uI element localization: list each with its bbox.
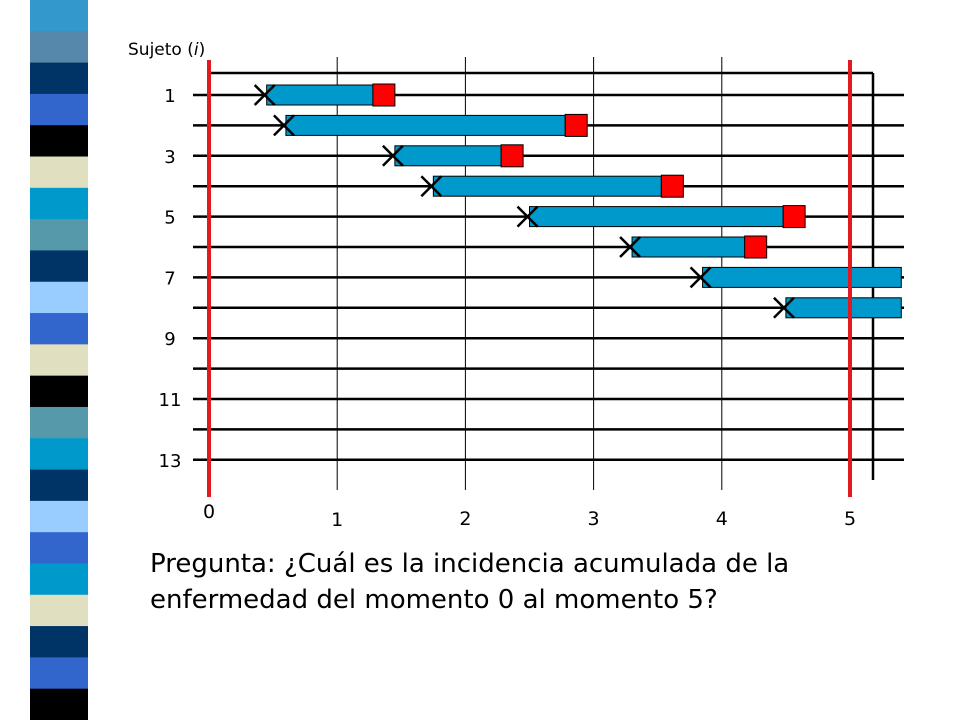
entry-marker: [773, 296, 795, 319]
event-box: [372, 83, 396, 107]
stripe-segment: [30, 219, 90, 252]
entry-marker: [689, 266, 712, 289]
stripe-segment: [30, 532, 90, 565]
stripe-segment: [30, 313, 90, 346]
stripe-segment: [30, 500, 90, 534]
decorative-stripe: [30, 0, 110, 720]
y-axis-title: Sujeto (i): [128, 40, 205, 60]
entry-marker: [516, 205, 539, 228]
stripe-segment: [30, 594, 90, 628]
stripe-segment: [30, 93, 90, 127]
row-label: 7: [164, 268, 175, 289]
follow-up-bar: [266, 84, 374, 106]
row-label: 11: [159, 390, 182, 411]
stripe-segment: [30, 438, 90, 471]
question-line-2: enfermedad del momento 0 al momento 5?: [150, 585, 718, 615]
x-tick-labels: 0 1 2 3 4 5: [203, 501, 856, 531]
stripe-segment: [30, 250, 90, 283]
stripe-segment: [30, 688, 90, 720]
event-box: [564, 113, 588, 137]
stripe-segment: [30, 62, 90, 95]
x-tick-label: 5: [844, 508, 856, 530]
entry-marker: [619, 236, 641, 258]
study-window-lines: [207, 60, 852, 497]
follow-up-bar: [631, 236, 746, 258]
stripe-segment: [30, 375, 90, 408]
stripe-segment: [30, 563, 90, 596]
event-box: [500, 144, 524, 168]
row-label: 9: [164, 329, 175, 350]
stripe-segment: [30, 344, 90, 377]
stripe-segment: [30, 281, 90, 315]
entry-marker: [420, 175, 443, 198]
question-line-1: Pregunta: ¿Cuál es la incidencia acumula…: [150, 549, 790, 579]
x-tick-label: 2: [459, 508, 471, 530]
stripe-segment: [30, 125, 90, 158]
stripe-segment: [30, 31, 90, 64]
x-tick-label: 0: [203, 501, 215, 523]
entry-markers: [253, 84, 795, 319]
follow-up-bars: [266, 83, 902, 319]
x-tick-label: 4: [716, 508, 728, 530]
entry-marker: [253, 84, 276, 106]
row-label: 5: [164, 208, 175, 229]
follow-up-bar: [529, 206, 784, 228]
x-tick-label: 1: [331, 509, 343, 531]
question-text: Pregunta: ¿Cuál es la incidencia acumula…: [150, 546, 940, 618]
follow-up-bar: [432, 175, 662, 197]
stripe-gap: [88, 0, 110, 720]
event-box: [660, 174, 684, 198]
x-tick-label: 3: [588, 508, 600, 530]
entry-marker: [382, 144, 404, 167]
follow-up-bar: [702, 266, 902, 288]
stripe-segment: [30, 469, 90, 502]
row-label: 13: [159, 451, 182, 472]
event-box: [782, 205, 806, 229]
row-label: 3: [164, 147, 175, 168]
stripe-segment: [30, 626, 90, 659]
stripe-segment: [30, 657, 90, 690]
stripe-segment: [30, 187, 90, 221]
follow-up-bar: [285, 114, 566, 136]
stripe-segment: [30, 406, 90, 440]
stripe-segment: [30, 156, 90, 189]
follow-up-bar: [785, 297, 902, 319]
follow-up-bar: [394, 145, 502, 167]
stripe-segment: [30, 0, 90, 33]
row-label: 1: [164, 86, 175, 107]
entry-marker: [273, 114, 295, 137]
event-box: [744, 235, 768, 259]
